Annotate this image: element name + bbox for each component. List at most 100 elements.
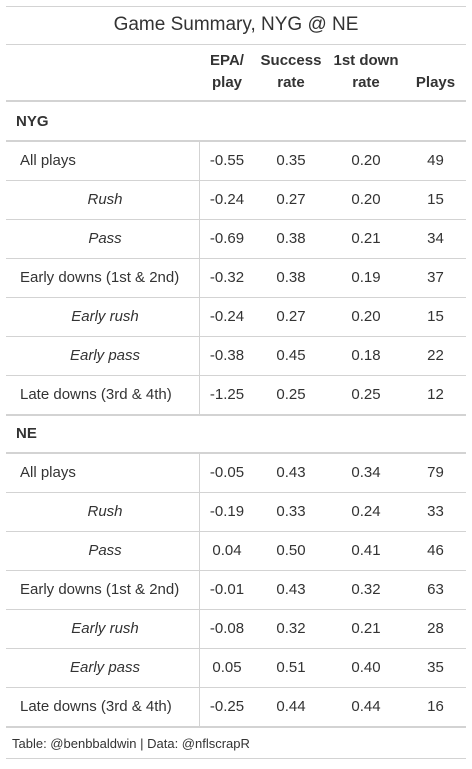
value-cell: 0.35 (276, 152, 306, 169)
value-cell: 28 (427, 620, 444, 637)
value-cell: 0.21 (351, 230, 381, 247)
value-cell: 0.20 (351, 152, 381, 169)
value-cell: 16 (427, 698, 444, 715)
value-cell: 0.38 (276, 269, 306, 286)
value-cell: 0.51 (276, 659, 306, 676)
value-cell: 15 (427, 308, 444, 325)
group-end-rule (6, 414, 466, 416)
value-cell: -0.24 (209, 308, 245, 325)
value-cell: 34 (427, 230, 444, 247)
row-rule (6, 258, 466, 259)
value-cell: 0.21 (351, 620, 381, 637)
row-rule (6, 375, 466, 376)
value-cell: -0.38 (209, 347, 245, 364)
value-cell: 0.50 (276, 542, 306, 559)
table-title: Game Summary, NYG @ NE (113, 14, 359, 35)
value-cell: 12 (427, 386, 444, 403)
value-cell: 0.34 (351, 464, 381, 481)
row-label: All plays (20, 152, 76, 169)
value-cell: 63 (427, 581, 444, 598)
value-cell: 0.05 (212, 659, 242, 676)
value-cell: 0.44 (351, 698, 381, 715)
value-cell: 49 (427, 152, 444, 169)
value-cell: -0.24 (209, 191, 245, 208)
group-label: NYG (16, 113, 49, 130)
value-cell: 0.25 (276, 386, 306, 403)
row-label: All plays (20, 464, 76, 481)
value-cell: 0.20 (351, 308, 381, 325)
value-cell: 33 (427, 503, 444, 520)
row-label: Pass (88, 542, 122, 559)
border-line (6, 6, 466, 7)
value-cell: 0.24 (351, 503, 381, 520)
row-label: Early pass (69, 659, 141, 676)
row-label: Late downs (3rd & 4th) (20, 698, 172, 715)
value-cell: 0.27 (276, 308, 306, 325)
value-cell: 0.43 (276, 581, 306, 598)
value-cell: 0.40 (351, 659, 381, 676)
value-cell: -1.25 (209, 386, 245, 403)
value-cell: 46 (427, 542, 444, 559)
stub-divider (199, 453, 200, 726)
value-cell: 0.04 (212, 542, 242, 559)
value-cell: 0.19 (351, 269, 381, 286)
value-cell: -0.19 (209, 503, 245, 520)
row-label: Early rush (71, 620, 139, 637)
group-rule (6, 452, 466, 454)
row-rule (6, 219, 466, 220)
value-cell: 0.41 (351, 542, 381, 559)
border-line (6, 758, 466, 759)
value-cell: 22 (427, 347, 444, 364)
row-rule (6, 492, 466, 493)
row-rule (6, 687, 466, 688)
value-cell: 0.38 (276, 230, 306, 247)
value-cell: 35 (427, 659, 444, 676)
row-label: Early rush (71, 308, 139, 325)
value-cell: 79 (427, 464, 444, 481)
row-rule (6, 570, 466, 571)
value-cell: -0.05 (209, 464, 245, 481)
row-rule (6, 648, 466, 649)
value-cell: 0.45 (276, 347, 306, 364)
value-cell: 0.44 (276, 698, 306, 715)
row-label: Early pass (69, 347, 141, 364)
row-label: Late downs (3rd & 4th) (20, 386, 172, 403)
group-end-rule (6, 726, 466, 728)
value-cell: 0.32 (276, 620, 306, 637)
row-rule (6, 531, 466, 532)
stub-divider (199, 141, 200, 414)
group-label: NE (16, 425, 37, 442)
row-label: Early downs (1st & 2nd) (20, 581, 180, 598)
row-rule (6, 180, 466, 181)
row-rule (6, 297, 466, 298)
header-rule (6, 100, 466, 102)
value-cell: 37 (427, 269, 444, 286)
column-header: Success rate (260, 52, 322, 91)
column-header: Plays (415, 74, 456, 91)
row-label: Rush (87, 191, 123, 208)
value-cell: -0.69 (209, 230, 245, 247)
row-label: Rush (87, 503, 123, 520)
value-cell: 0.20 (351, 191, 381, 208)
value-cell: -0.55 (209, 152, 245, 169)
column-header: EPA/ play (210, 52, 244, 91)
column-header: 1st down rate (333, 52, 399, 91)
value-cell: -0.01 (209, 581, 245, 598)
row-rule (6, 609, 466, 610)
value-cell: 0.43 (276, 464, 306, 481)
value-cell: -0.32 (209, 269, 245, 286)
value-cell: 0.25 (351, 386, 381, 403)
row-rule (6, 336, 466, 337)
value-cell: 0.27 (276, 191, 306, 208)
value-cell: 15 (427, 191, 444, 208)
value-cell: -0.08 (209, 620, 245, 637)
group-rule (6, 140, 466, 142)
value-cell: 0.33 (276, 503, 306, 520)
border-line (6, 44, 466, 45)
row-label: Pass (88, 230, 122, 247)
value-cell: -0.25 (209, 698, 245, 715)
table-footer: Table: @benbbaldwin | Data: @nflscrapR (12, 735, 250, 751)
value-cell: 0.18 (351, 347, 381, 364)
row-label: Early downs (1st & 2nd) (20, 269, 180, 286)
